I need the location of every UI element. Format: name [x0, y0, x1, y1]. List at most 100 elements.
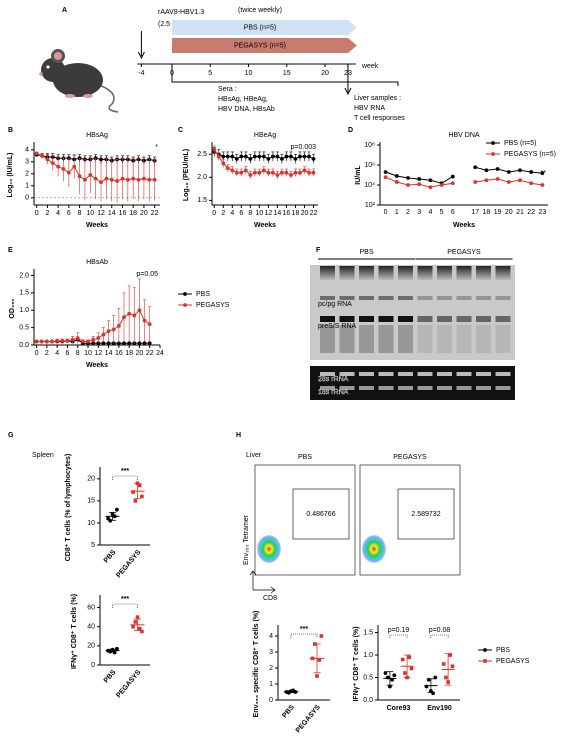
- point: [270, 154, 275, 159]
- significance-bracket: [112, 475, 138, 480]
- well: [437, 266, 452, 280]
- x-tick-label: PEGASYS: [295, 704, 322, 735]
- point: [317, 658, 321, 662]
- x-tick-label: 8: [78, 210, 82, 217]
- y-tick-label: 10²: [365, 202, 376, 209]
- point: [104, 176, 109, 181]
- liver-label: Liver samples :: [354, 95, 401, 102]
- point: [147, 322, 152, 327]
- x-tick-label: 1: [395, 209, 399, 216]
- x-tick-label: 2: [45, 210, 49, 217]
- point: [60, 338, 65, 343]
- x-tick-label: PBS: [103, 549, 118, 565]
- x-tick-label: 12: [94, 350, 102, 357]
- x-tick-label: PEGASYS: [115, 669, 142, 700]
- chart-title: HBsAb: [86, 259, 108, 266]
- rrna-band: [320, 372, 335, 376]
- cell-cloud: [257, 535, 281, 563]
- y-tick-label: 0: [269, 697, 273, 704]
- point: [221, 154, 226, 159]
- point: [136, 177, 141, 182]
- x-axis-label: Weeks: [453, 222, 475, 229]
- point: [506, 170, 511, 174]
- point: [383, 175, 388, 180]
- chart-title: HBsAg: [86, 132, 108, 139]
- point: [257, 170, 262, 175]
- point: [86, 339, 90, 344]
- point: [125, 177, 130, 182]
- x-tick-label: 2: [221, 210, 225, 217]
- point: [34, 151, 39, 156]
- y-tick-label: 10⁶: [364, 162, 375, 169]
- point: [108, 518, 113, 523]
- point: [270, 170, 275, 175]
- panel-label: A: [62, 7, 67, 14]
- point: [433, 675, 438, 680]
- point: [448, 653, 453, 657]
- x-tick-label: 10: [255, 210, 263, 217]
- rrna-band: [476, 372, 491, 376]
- point: [50, 339, 54, 344]
- y-tick-label: 0.0: [363, 697, 373, 704]
- point: [261, 168, 266, 173]
- point: [99, 157, 103, 162]
- sera-label: HBV DNA, HBsAb: [218, 106, 275, 113]
- cell-cloud: [362, 535, 386, 563]
- point: [127, 341, 132, 345]
- x-tick-label: 6: [65, 350, 69, 357]
- point: [484, 168, 489, 173]
- point: [400, 657, 405, 662]
- arm-label: PBS (n=5): [244, 24, 277, 31]
- y-tick-label: 4: [25, 147, 29, 154]
- point: [115, 179, 120, 183]
- annotation: p=0.003: [291, 144, 317, 151]
- point: [428, 178, 433, 183]
- well: [417, 266, 433, 280]
- annotation: ***: [300, 626, 308, 633]
- point: [540, 171, 545, 176]
- point: [280, 170, 284, 175]
- legend-marker: [183, 303, 187, 307]
- sera-bracket: [171, 64, 399, 86]
- smear: [339, 325, 355, 353]
- x-tick-label: 19: [494, 209, 502, 216]
- point: [77, 174, 82, 179]
- gate-value: 2.589732: [411, 511, 440, 518]
- rrna-band: [378, 372, 394, 376]
- point: [284, 154, 289, 159]
- legend-label: PBS: [196, 291, 210, 298]
- x-tick-label: 20: [140, 210, 148, 217]
- x-tick-label: 8: [248, 210, 252, 217]
- liver-label: HBV RNA: [354, 105, 385, 112]
- point: [417, 177, 422, 181]
- y-axis-label: IFNγ⁺ CD8⁺ T cells (%): [353, 626, 360, 701]
- point: [99, 180, 103, 185]
- band: [456, 296, 472, 300]
- band: [456, 316, 472, 322]
- point: [540, 183, 545, 187]
- significance-bracket: [389, 634, 408, 638]
- arm-label: PEGASYS (n=5): [234, 42, 286, 49]
- band: [476, 316, 491, 322]
- plot-title: PEGASYS: [393, 454, 427, 461]
- point: [383, 170, 388, 174]
- x-tick-label: 17: [471, 209, 479, 216]
- legend-label: PEGASYS (n=5): [504, 151, 556, 158]
- point: [40, 153, 44, 158]
- point: [302, 168, 307, 173]
- point: [403, 671, 407, 675]
- rrna-band: [398, 386, 413, 390]
- point: [239, 154, 244, 159]
- x-axis-label: Weeks: [86, 362, 108, 369]
- y-tick-label: 15: [87, 498, 95, 505]
- timeline-tick-label: 15: [283, 70, 291, 77]
- y-tick-label: 10⁸: [364, 142, 375, 149]
- significance-bracket: [112, 603, 138, 608]
- point: [275, 173, 280, 177]
- well: [320, 266, 335, 280]
- point: [406, 183, 410, 187]
- annotation: **: [541, 170, 547, 177]
- point: [72, 164, 77, 169]
- band: [378, 296, 394, 300]
- x-tick-label: 4: [55, 350, 59, 357]
